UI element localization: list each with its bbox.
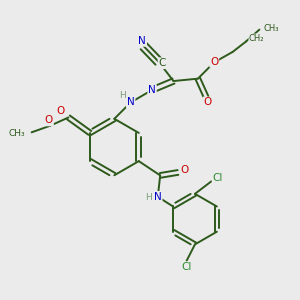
Text: Cl: Cl (182, 262, 192, 272)
Text: CH₂: CH₂ (249, 34, 265, 43)
Text: CH₃: CH₃ (8, 129, 25, 138)
Text: O: O (45, 116, 53, 125)
Text: H: H (146, 193, 152, 202)
Text: O: O (210, 57, 218, 67)
Text: Cl: Cl (213, 173, 223, 183)
Text: O: O (180, 165, 189, 175)
Text: H: H (119, 92, 126, 100)
Text: N: N (154, 192, 162, 202)
Text: C: C (158, 58, 166, 68)
Text: N: N (138, 36, 146, 46)
Text: O: O (203, 98, 212, 107)
Text: N: N (127, 98, 135, 107)
Text: O: O (56, 106, 64, 116)
Text: CH₃: CH₃ (264, 24, 279, 33)
Text: N: N (148, 85, 156, 95)
